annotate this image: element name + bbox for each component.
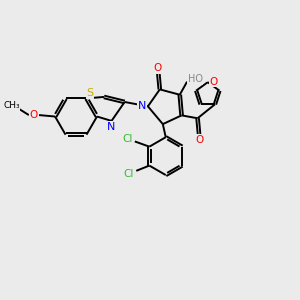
Text: N: N: [106, 122, 115, 132]
Text: O: O: [154, 63, 162, 73]
Text: O: O: [209, 76, 218, 87]
Text: CH₃: CH₃: [3, 101, 20, 110]
Text: N: N: [138, 101, 146, 111]
Text: Cl: Cl: [122, 134, 133, 144]
Text: HO: HO: [188, 74, 203, 84]
Text: Cl: Cl: [123, 169, 134, 179]
Text: O: O: [30, 110, 38, 120]
Text: O: O: [196, 135, 204, 145]
Text: S: S: [86, 88, 94, 98]
